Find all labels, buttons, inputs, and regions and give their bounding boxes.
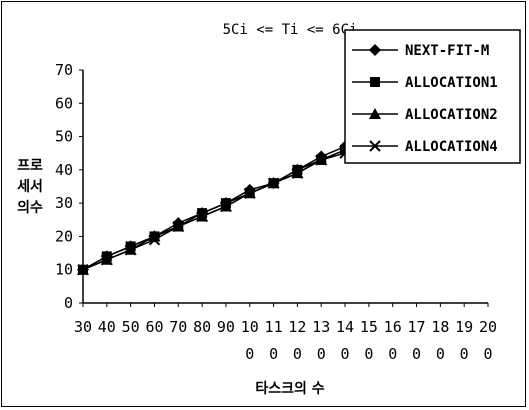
- legend-marker: [369, 44, 381, 56]
- data-point: [148, 234, 161, 246]
- y-tick-label: 70: [55, 61, 73, 79]
- y-axis-label-line: 프로: [17, 158, 43, 174]
- legend-label: ALLOCATION4: [405, 139, 498, 155]
- data-point: [291, 167, 304, 179]
- y-axis-label-line: 의수: [17, 199, 43, 216]
- x-tick-label: 18: [431, 318, 449, 336]
- x-marker-stroke: [172, 220, 185, 233]
- x-tick-label: 70: [169, 318, 187, 336]
- x-tick-label-line2: 0: [341, 345, 350, 363]
- x-tick-label: 12: [288, 318, 306, 336]
- x-tick-label: 11: [265, 318, 283, 336]
- legend-item: ALLOCATION4: [352, 139, 498, 155]
- legend-marker: [370, 77, 380, 87]
- legend-marker: [369, 108, 381, 119]
- y-ticks: 0 10 20 30 40 50 60 70: [55, 61, 83, 312]
- x-tick-label: 10: [241, 318, 259, 336]
- x-tick-label: 17: [407, 318, 425, 336]
- chart-title: 5Ci <= Ti <= 6Ci: [223, 22, 358, 38]
- data-point: [77, 264, 89, 276]
- x-tick-label: 15: [360, 318, 378, 336]
- x-tick-label: 13: [312, 318, 330, 336]
- x-tick-label: 90: [217, 318, 235, 336]
- data-point: [315, 154, 327, 166]
- x-tick-label: 50: [122, 318, 140, 336]
- y-tick-label: 30: [55, 194, 73, 212]
- x-marker-stroke: [77, 264, 89, 276]
- legend-label: ALLOCATION1: [405, 75, 498, 91]
- x-tick-label-line2: 0: [364, 345, 373, 363]
- legend-item: NEXT-FIT-M: [352, 43, 489, 59]
- x-marker-stroke: [101, 254, 113, 266]
- data-point: [124, 244, 137, 256]
- x-tick-label-line2: 0: [483, 345, 492, 363]
- legend-item: ALLOCATION1: [352, 75, 498, 91]
- y-tick-label: 60: [55, 94, 73, 112]
- x-ticks: 30 40 50 60 70 80 90 10011012013014015016017018…: [74, 303, 497, 363]
- data-point: [267, 177, 280, 189]
- x-marker-stroke: [124, 244, 137, 256]
- x-tick-label: 14: [336, 318, 354, 336]
- x-tick-label: 16: [384, 318, 402, 336]
- x-marker-stroke: [220, 200, 232, 213]
- x-marker-stroke: [267, 177, 280, 189]
- x-tick-label: 60: [145, 318, 163, 336]
- data-point: [196, 210, 208, 223]
- legend-label: NEXT-FIT-M: [405, 43, 489, 59]
- legend: NEXT-FIT-M ALLOCATION1 ALLOCATION2 ALLOCATI…: [344, 29, 521, 164]
- x-tick-label: 30: [74, 318, 92, 336]
- x-tick-label: 19: [455, 318, 473, 336]
- y-axis-label-line: 세서: [17, 179, 43, 195]
- x-marker-stroke: [148, 234, 161, 246]
- x-tick-label: 20: [479, 318, 497, 336]
- y-tick-label: 20: [55, 227, 73, 245]
- x-marker-stroke: [244, 187, 256, 199]
- x-marker-stroke: [196, 210, 208, 223]
- data-point: [244, 187, 256, 199]
- y-tick-label: 40: [55, 161, 73, 179]
- legend-marker: [369, 140, 381, 152]
- x-tick-label-line2: 0: [436, 345, 445, 363]
- x-tick-label: 40: [98, 318, 116, 336]
- x-tick-label-line2: 0: [293, 345, 302, 363]
- y-tick-label: 50: [55, 128, 73, 146]
- x-tick-label-line2: 0: [245, 345, 254, 363]
- legend-item: ALLOCATION2: [352, 107, 498, 123]
- x-tick-label-line2: 0: [317, 345, 326, 363]
- x-marker-stroke: [291, 167, 304, 179]
- x-tick-label: 80: [193, 318, 211, 336]
- x-marker-stroke: [369, 140, 381, 152]
- data-point: [220, 200, 232, 213]
- x-tick-label-line2: 0: [388, 345, 397, 363]
- x-tick-label-line2: 0: [460, 345, 469, 363]
- y-tick-label: 10: [55, 261, 73, 279]
- legend-label: ALLOCATION2: [405, 107, 498, 123]
- x-tick-label-line2: 0: [412, 345, 421, 363]
- y-tick-label: 0: [64, 294, 73, 312]
- data-point: [101, 254, 113, 266]
- x-tick-label-line2: 0: [269, 345, 278, 363]
- data-point: [172, 220, 185, 233]
- x-marker-stroke: [315, 154, 327, 166]
- x-axis-label: 타스크의 수: [255, 380, 324, 397]
